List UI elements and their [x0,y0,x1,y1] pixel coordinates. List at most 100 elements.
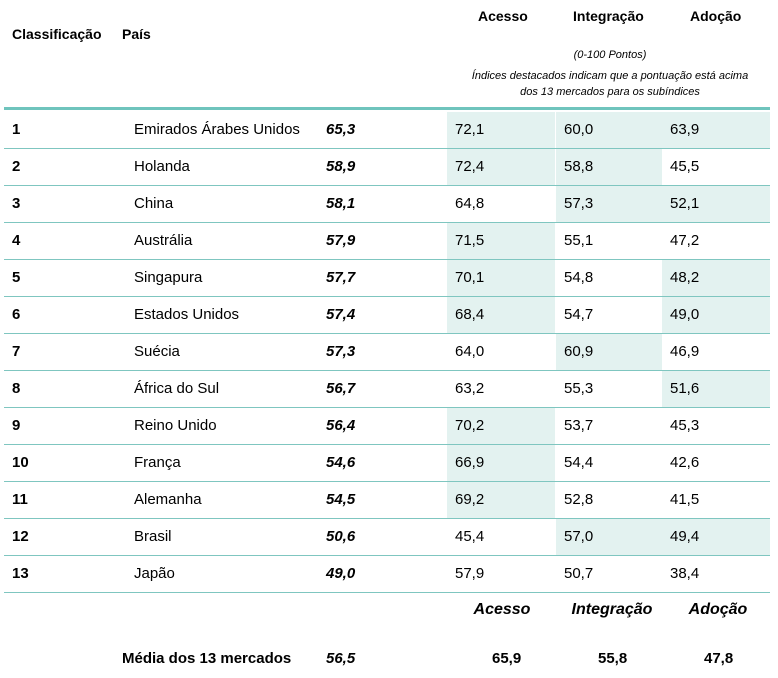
overall-score-cell: 57,9 [326,232,356,249]
access-cell: 57,9 [455,565,485,582]
rank-cell: 13 [12,565,29,582]
access-cell: 70,2 [455,417,485,434]
access-highlight [447,482,555,518]
adoption-cell: 41,5 [670,491,700,508]
adoption-cell: 51,6 [670,380,700,397]
integration-cell: 58,8 [564,158,594,175]
overall-score-cell: 54,6 [326,454,356,471]
access-column-header: Acesso [478,8,528,24]
table-row: 10 França 54,6 66,9 54,4 42,6 [4,445,770,482]
integration-cell: 53,7 [564,417,594,434]
country-cell: África do Sul [134,380,220,397]
country-cell: Alemanha [134,491,202,508]
rank-cell: 12 [12,528,29,545]
table-row: 8 África do Sul 56,7 63,2 55,3 51,6 [4,371,770,408]
access-cell: 64,8 [455,195,485,212]
country-cell: Austrália [134,232,193,249]
overall-score-cell: 57,7 [326,269,356,286]
footer-access-label: Acesso [473,601,531,618]
rank-cell: 9 [12,417,21,434]
table-row: 5 Singapura 57,7 70,1 54,8 48,2 [4,260,770,297]
adoption-cell: 52,1 [670,195,700,212]
rank-cell: 10 [12,454,29,471]
adoption-highlight [662,371,770,407]
access-highlight [447,297,555,333]
rank-cell: 5 [12,269,21,286]
integration-highlight [556,334,662,370]
overall-score-cell: 56,7 [326,380,356,397]
access-cell: 72,4 [455,158,485,175]
adoption-cell: 46,9 [670,343,700,360]
highlight-note-line2: dos 13 mercados para os subíndices [520,86,700,98]
access-cell: 68,4 [455,306,485,323]
access-cell: 45,4 [455,528,485,545]
average-access: 65,9 [492,650,522,667]
overall-score-cell: 65,3 [326,121,356,138]
rank-cell: 1 [12,121,21,138]
access-cell: 71,5 [455,232,485,249]
country-cell: China [134,195,174,212]
country-cell: Holanda [134,158,190,175]
highlight-note-line1: Índices destacados indicam que a pontuaç… [471,70,749,82]
table-row: 2 Holanda 58,9 72,4 58,8 45,5 [4,149,770,186]
country-cell: Singapura [134,269,203,286]
overall-score-cell: 54,5 [326,491,356,508]
rank-cell: 4 [12,232,21,249]
rank-cell: 7 [12,343,21,360]
integration-cell: 50,7 [564,565,594,582]
adoption-column-header: Adoção [690,8,742,24]
adoption-cell: 47,2 [670,232,700,249]
access-cell: 64,0 [455,343,485,360]
adoption-highlight [662,519,770,555]
average-integration: 55,8 [598,650,628,667]
integration-cell: 52,8 [564,491,594,508]
table-row: 4 Austrália 57,9 71,5 55,1 47,2 [4,223,770,260]
average-score: 56,5 [326,650,356,667]
integration-column-header: Integração [573,8,644,24]
footer-labels-row: Acesso Integração Adoção [4,593,770,629]
table-row: 9 Reino Unido 56,4 70,2 53,7 45,3 [4,408,770,445]
country-cell: França [134,454,181,471]
access-cell: 70,1 [455,269,485,286]
overall-score-cell: 57,3 [326,343,356,360]
access-cell: 66,9 [455,454,485,471]
adoption-highlight [662,112,770,148]
overall-score-cell: 50,6 [326,528,356,545]
table-row: 11 Alemanha 54,5 69,2 52,8 41,5 [4,482,770,519]
table-row: 3 China 58,1 64,8 57,3 52,1 [4,186,770,223]
access-highlight [447,445,555,481]
country-cell: Brasil [134,528,172,545]
table-row: 1 Emirados Árabes Unidos 65,3 72,1 60,0 63,9 [4,112,770,149]
adoption-cell: 63,9 [670,121,700,138]
adoption-cell: 38,4 [670,565,700,582]
adoption-cell: 42,6 [670,454,700,471]
access-highlight [447,223,555,259]
overall-score-cell: 49,0 [326,565,356,582]
access-highlight [447,408,555,444]
rank-cell: 11 [12,491,28,508]
country-cell: Reino Unido [134,417,217,434]
integration-cell: 54,7 [564,306,594,323]
integration-cell: 55,1 [564,232,594,249]
country-cell: Estados Unidos [134,306,240,323]
points-scale-note: (0-100 Pontos) [573,49,647,61]
rank-cell: 2 [12,158,21,175]
table-row: 6 Estados Unidos 57,4 68,4 54,7 49,0 [4,297,770,334]
overall-score-cell: 58,1 [326,195,356,212]
access-cell: 69,2 [455,491,485,508]
footer-integration-label: Integração [571,601,653,618]
adoption-cell: 48,2 [670,269,700,286]
overall-score-cell: 57,4 [326,306,356,323]
rank-cell: 6 [12,306,21,323]
average-adoption: 47,8 [704,650,734,667]
integration-cell: 55,3 [564,380,594,397]
country-column-header: País [122,26,151,42]
integration-highlight [556,519,662,555]
rank-cell: 3 [12,195,21,212]
integration-cell: 54,8 [564,269,594,286]
table-row: 7 Suécia 57,3 64,0 60,9 46,9 [4,334,770,371]
adoption-highlight [662,260,770,296]
adoption-highlight [662,297,770,333]
table-row: 13 Japão 49,0 57,9 50,7 38,4 [4,556,770,593]
integration-cell: 57,0 [564,528,594,545]
